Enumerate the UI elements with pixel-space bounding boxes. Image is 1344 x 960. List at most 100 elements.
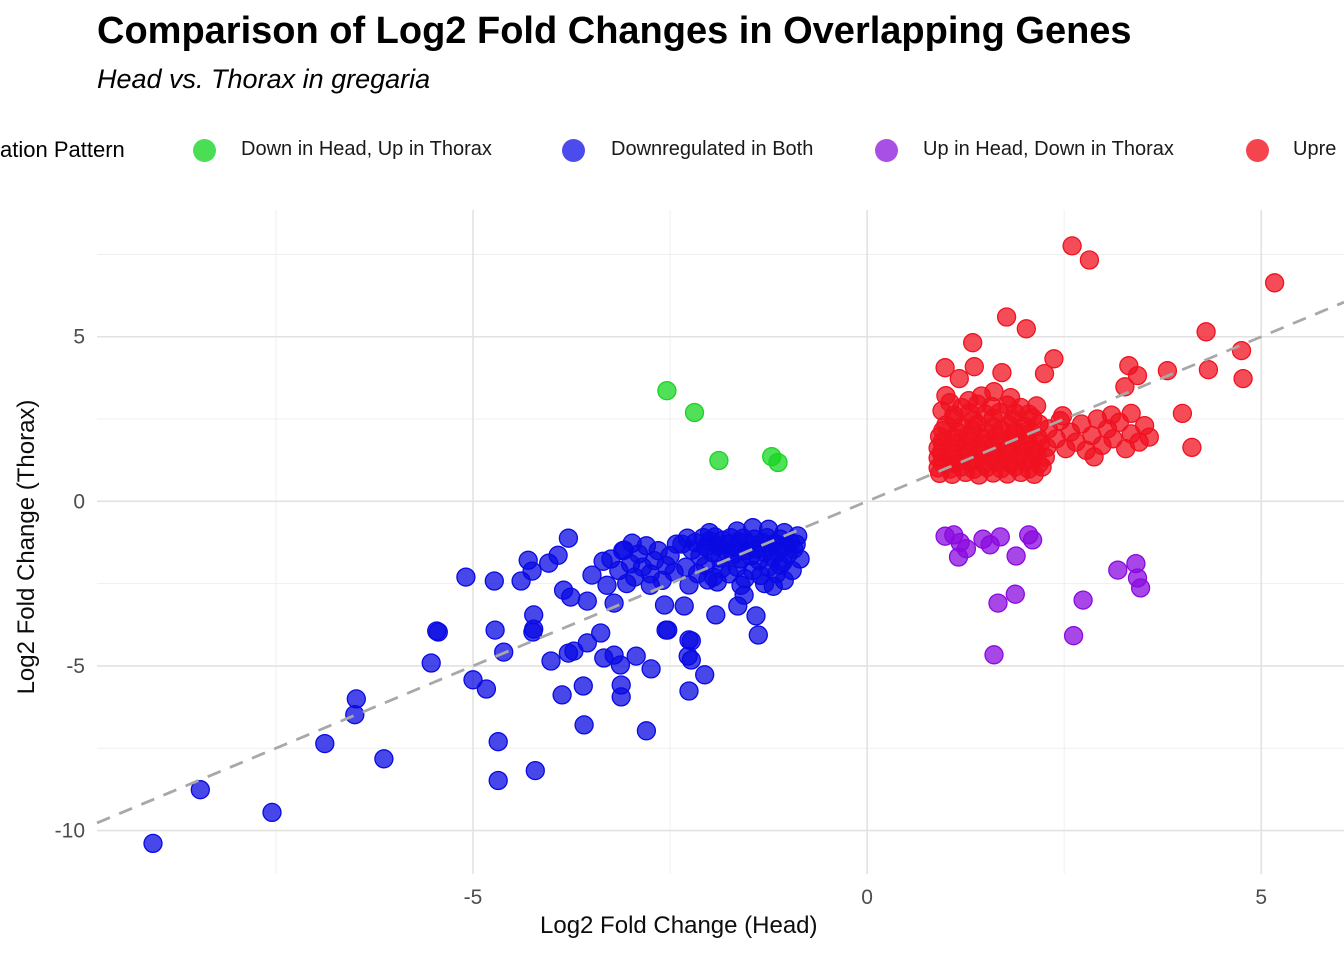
data-point <box>374 749 394 769</box>
data-point <box>484 571 504 591</box>
data-point <box>421 653 441 673</box>
data-point <box>963 410 984 430</box>
data-point <box>657 381 677 401</box>
data-point <box>511 571 531 591</box>
data-point <box>591 623 611 643</box>
data-point <box>485 620 505 640</box>
data-point <box>992 362 1012 383</box>
data-point <box>768 452 788 473</box>
y-tick-label: 0 <box>73 490 85 513</box>
data-point <box>1139 427 1159 447</box>
data-point <box>488 732 508 752</box>
legend-dot-down-head-up-thorax <box>193 139 216 162</box>
data-point <box>964 357 984 377</box>
data-point <box>983 408 1003 428</box>
data-point <box>636 721 657 741</box>
chart-title: Comparison of Log2 Fold Changes in Overl… <box>97 10 1132 52</box>
data-point <box>1006 546 1026 566</box>
data-point <box>456 567 476 587</box>
data-point <box>727 521 747 541</box>
data-point <box>1130 578 1151 598</box>
legend-label-downregulated-both: Downregulated in Both <box>611 138 814 160</box>
data-point <box>574 715 594 735</box>
data-point <box>790 549 810 569</box>
data-point <box>617 573 637 594</box>
data-point <box>1005 584 1025 604</box>
data-point <box>748 625 768 645</box>
x-tick-label: 0 <box>861 886 873 909</box>
x-tick-label: 5 <box>1255 886 1267 909</box>
data-point <box>548 545 568 565</box>
data-point <box>758 519 779 539</box>
data-point <box>1062 236 1082 256</box>
legend-label-down-head-up-thorax: Down in Head, Up in Thorax <box>241 138 492 160</box>
data-point <box>262 802 282 823</box>
legend-dot-downregulated-both <box>562 139 585 162</box>
data-point <box>674 596 694 616</box>
y-tick-label: -10 <box>55 820 85 843</box>
data-point <box>1022 408 1043 428</box>
data-point <box>678 646 698 666</box>
data-point <box>1231 340 1252 361</box>
data-point <box>1198 360 1219 380</box>
data-point <box>1063 626 1084 646</box>
legend-dot-up-head-down-thorax <box>875 139 898 162</box>
data-point <box>558 528 579 548</box>
data-point <box>1115 377 1135 397</box>
data-point <box>641 659 661 679</box>
data-point <box>944 408 964 429</box>
data-point <box>1034 363 1055 384</box>
data-point <box>1101 405 1122 425</box>
data-point <box>1022 530 1043 550</box>
data-point <box>1196 322 1216 342</box>
data-point <box>754 573 775 594</box>
data-point <box>658 620 678 640</box>
data-point <box>525 760 545 781</box>
data-point <box>731 575 751 595</box>
legend: ation Pattern Down in Head, Up in Thorax… <box>0 134 1344 170</box>
data-point <box>1073 590 1093 610</box>
data-point <box>345 705 365 725</box>
data-point <box>1182 437 1202 458</box>
data-point <box>573 676 593 696</box>
y-tick-label: -5 <box>66 655 85 678</box>
data-point <box>1084 447 1104 467</box>
data-point <box>996 307 1017 327</box>
data-point <box>626 646 646 666</box>
data-point <box>984 645 1004 665</box>
legend-label-up-head-down-thorax: Up in Head, Down in Thorax <box>923 138 1174 160</box>
data-point <box>463 670 483 690</box>
data-point <box>988 593 1008 613</box>
data-point <box>476 679 497 699</box>
legend-dot-upregulated <box>1246 139 1269 162</box>
data-point <box>1103 429 1123 449</box>
data-point <box>610 655 631 675</box>
data-point <box>1044 349 1064 369</box>
data-point <box>577 591 597 611</box>
data-point <box>709 450 729 471</box>
identity-reference-line <box>96 300 1344 825</box>
data-point <box>577 633 597 653</box>
data-point <box>1172 403 1193 424</box>
data-point <box>541 651 561 671</box>
data-point <box>1233 368 1253 389</box>
data-point <box>654 595 675 615</box>
data-point <box>990 527 1010 547</box>
data-point <box>949 368 969 389</box>
data-point <box>971 386 992 406</box>
data-point <box>427 621 447 641</box>
data-point <box>707 572 727 592</box>
data-point <box>561 587 581 607</box>
data-point <box>1108 560 1128 580</box>
data-point <box>679 681 699 701</box>
data-point <box>935 358 955 378</box>
data-point <box>1264 273 1285 293</box>
legend-title: ation Pattern <box>0 137 125 162</box>
data-point <box>611 687 631 707</box>
data-point <box>582 565 602 585</box>
data-point <box>1000 387 1021 408</box>
data-point <box>706 605 726 625</box>
legend-label-upregulated: Upre <box>1293 138 1337 160</box>
